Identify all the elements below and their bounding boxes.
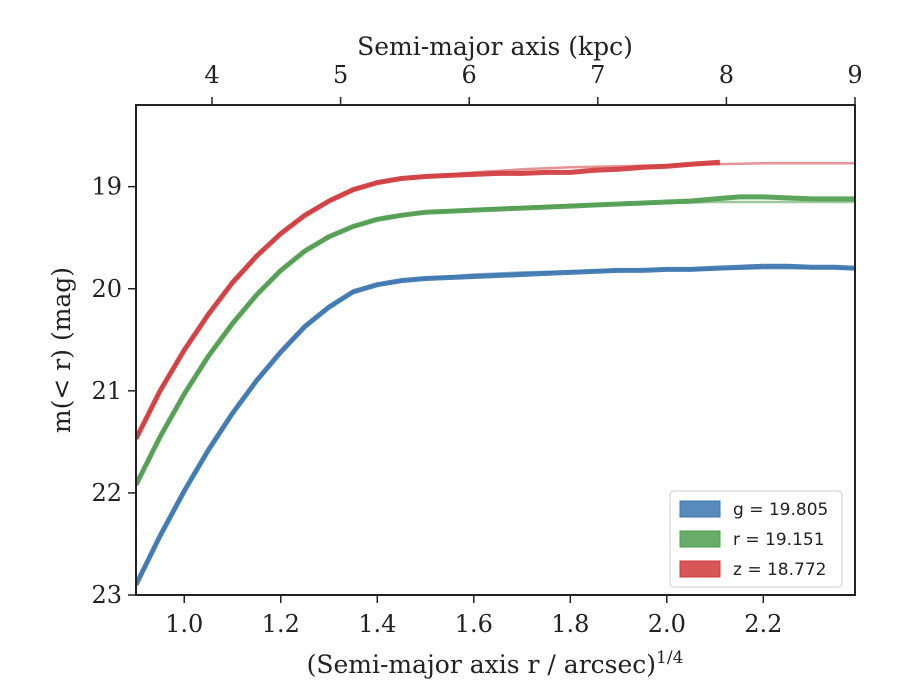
x-tick-label: 2.2 xyxy=(744,610,782,638)
top-x-axis: 4 5 6 7 8 9 xyxy=(204,61,863,105)
y-tick-label: 19 xyxy=(91,173,122,201)
x-tick-label: 1.4 xyxy=(358,610,396,638)
top-tick-label: 7 xyxy=(590,61,605,89)
bottom-axis-title-exponent: 1/4 xyxy=(656,648,683,668)
top-axis-title: Semi-major axis (kpc) xyxy=(357,32,633,61)
legend-swatch-g xyxy=(679,500,721,518)
y-axis: 19 20 21 22 23 xyxy=(91,173,136,609)
y-tick-label: 22 xyxy=(91,479,122,507)
plot-frame xyxy=(135,104,856,596)
legend-label-z: z = 18.772 xyxy=(733,560,826,580)
legend-label-r: r = 19.151 xyxy=(733,530,825,550)
y-tick-label: 23 xyxy=(91,581,122,609)
top-tick-label: 6 xyxy=(462,61,477,89)
bottom-axis-title: (Semi-major axis r / arcsec)1/4 xyxy=(307,648,684,679)
y-tick-label: 20 xyxy=(91,275,122,303)
legend-swatch-r xyxy=(679,530,721,548)
legend-swatch-z xyxy=(679,560,721,578)
y-tick-label: 21 xyxy=(91,377,122,405)
series-line-g xyxy=(136,263,855,586)
legend-label-g: g = 19.805 xyxy=(733,500,828,520)
bottom-axis-title-main: (Semi-major axis r / arcsec) xyxy=(307,650,656,679)
x-tick-label: 2.0 xyxy=(648,610,686,638)
y-axis-title: m(< r) (mag) xyxy=(47,267,76,433)
top-tick-label: 5 xyxy=(333,61,348,89)
x-tick-label: 1.6 xyxy=(455,610,493,638)
x-tick-label: 1.0 xyxy=(165,610,203,638)
fit-line-r xyxy=(136,200,855,487)
legend: g = 19.805 r = 19.151 z = 18.772 xyxy=(669,490,843,588)
series-line-z xyxy=(136,159,721,440)
series-line-r xyxy=(136,194,855,486)
plot-area xyxy=(136,159,855,587)
x-tick-label: 1.8 xyxy=(551,610,589,638)
top-tick-label: 8 xyxy=(719,61,734,89)
bottom-x-axis: 1.0 1.2 1.4 1.6 1.8 2.0 2.2 xyxy=(165,595,782,638)
top-tick-label: 9 xyxy=(847,61,862,89)
x-tick-label: 1.2 xyxy=(262,610,300,638)
top-tick-label: 4 xyxy=(204,61,219,89)
data-curves xyxy=(136,159,855,586)
